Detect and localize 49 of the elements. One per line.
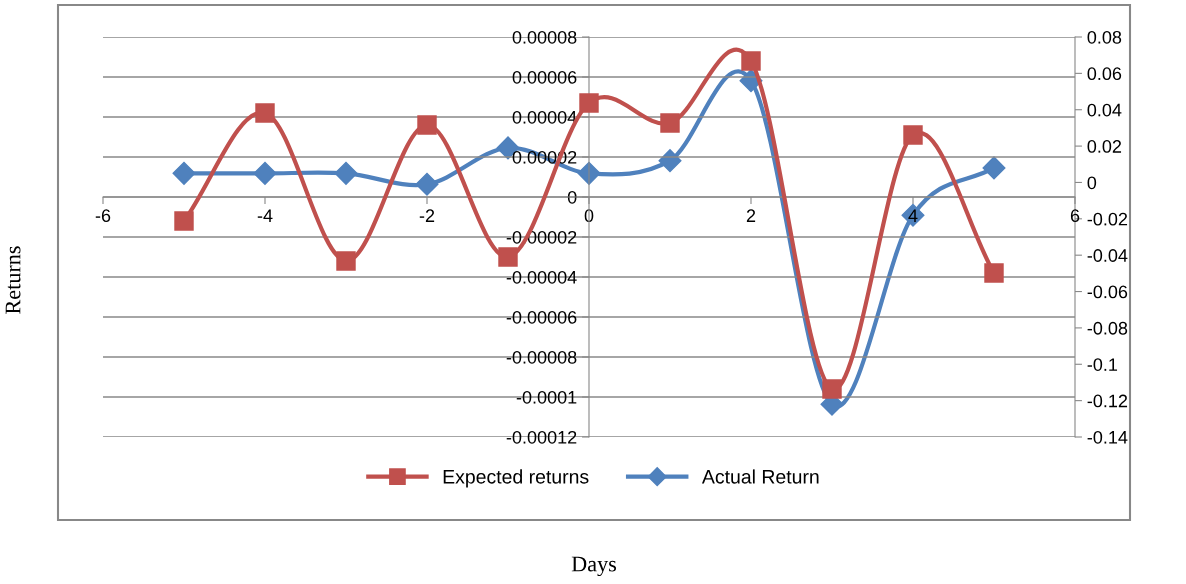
y-tick-label: -0.00006 (506, 310, 577, 324)
point (982, 156, 1006, 180)
point (498, 247, 518, 267)
y-tick-label: 0.00008 (512, 30, 577, 44)
point (984, 263, 1004, 283)
y2-tick-label: -0.1 (1087, 358, 1118, 371)
y-tick-label: 0 (567, 190, 577, 204)
point (415, 172, 439, 196)
y-axis-title: Returns (5, 246, 21, 314)
point (174, 211, 194, 231)
point (822, 379, 842, 399)
y2-tick-label: 0.08 (1087, 30, 1122, 44)
point (579, 93, 599, 113)
y2-tick-label: -0.02 (1087, 212, 1128, 226)
y2-tick-label: -0.04 (1087, 249, 1128, 262)
point (658, 149, 682, 173)
point (336, 251, 356, 271)
point (903, 125, 923, 145)
point (417, 115, 437, 135)
y-tick-label: -0.00004 (506, 270, 577, 284)
y2-tick-label: 0.02 (1087, 140, 1122, 153)
x-tick-label: 4 (908, 209, 918, 222)
y2-tick-label: -0.06 (1087, 285, 1128, 299)
y-tick-label: 0.00006 (512, 70, 577, 84)
x-tick-label: -4 (257, 209, 273, 222)
point (660, 113, 680, 133)
point (334, 161, 358, 185)
y2-tick-label: 0 (1087, 176, 1097, 190)
y2-tick-label: 0.06 (1087, 67, 1122, 81)
y2-tick-label: -0.08 (1087, 321, 1128, 335)
y-tick-label: 0.00004 (512, 110, 577, 124)
y2-tick-label: -0.12 (1087, 394, 1128, 408)
x-tick-label: 2 (746, 209, 756, 222)
text: Days (571, 556, 617, 577)
x-tick-label: 6 (1070, 209, 1080, 223)
point (253, 161, 277, 185)
x-tick-label: -6 (95, 209, 111, 223)
legend-label: Actual Return (701, 469, 819, 484)
y2-tick-label: 0.04 (1087, 103, 1122, 117)
point (255, 103, 275, 123)
point (172, 161, 196, 185)
y-tick-label: -0.0001 (516, 390, 577, 404)
y-tick-label: -0.00008 (506, 350, 577, 364)
y-tick-label: -0.00012 (506, 430, 577, 444)
x-tick-label: -2 (419, 209, 435, 222)
legend-label: Expected returns (443, 469, 589, 488)
x-tick-label: 0 (584, 209, 594, 223)
y2-tick-label: -0.14 (1087, 430, 1128, 444)
point (741, 51, 761, 71)
